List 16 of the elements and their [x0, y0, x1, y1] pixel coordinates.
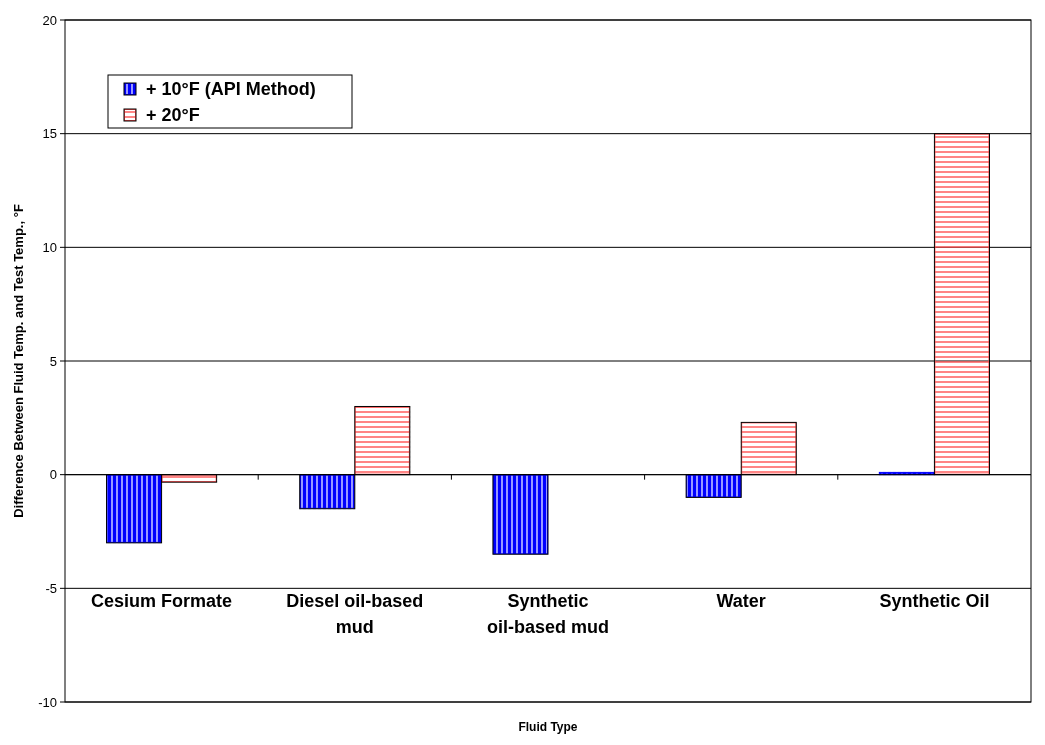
y-tick-label: -5: [45, 580, 57, 596]
x-tick-label: Cesium Formate: [91, 590, 233, 611]
y-axis-title: Difference Between Fluid Temp. and Test Temp., °F: [11, 204, 26, 518]
y-tick-label: 5: [49, 353, 57, 369]
x-tick-label: Water: [716, 590, 766, 611]
legend-label: + 10°F (API Method): [146, 79, 316, 100]
y-tick-label: 10: [42, 239, 57, 255]
x-tick-label: Synthetic Oil: [879, 590, 990, 611]
y-tick-label: -10: [38, 694, 57, 710]
x-tick-label: Diesel oil-based mud: [286, 590, 424, 637]
x-axis-title: Fluid Type: [518, 720, 578, 734]
y-tick-label: 20: [42, 12, 57, 28]
x-tick-label: Synthetic oil-based mud: [486, 590, 610, 637]
legend-label: + 20°F: [146, 105, 200, 126]
y-tick-label: 0: [49, 467, 57, 483]
y-tick-label: 15: [42, 126, 57, 142]
